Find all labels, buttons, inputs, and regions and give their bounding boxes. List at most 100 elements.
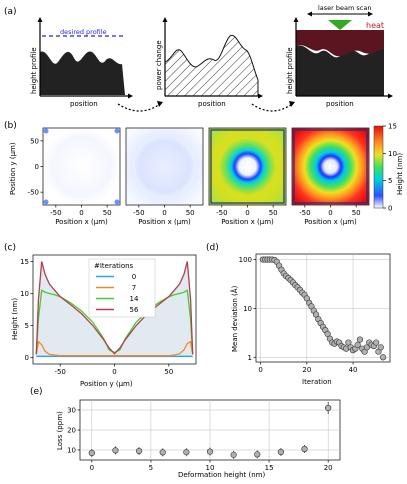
corner-spot xyxy=(43,199,49,205)
a1-height-profile-label: height profile xyxy=(30,47,38,94)
b-xlabel: Position x (μm) xyxy=(221,218,274,226)
scan-arrow-left xyxy=(307,11,312,17)
d-ylabel: Mean deviation (Å) xyxy=(230,285,239,352)
data-point xyxy=(135,447,143,455)
y-tick-label: 50 xyxy=(30,137,39,145)
d-xlabel: Iteration xyxy=(302,378,332,386)
x-tick-label: 40 xyxy=(349,366,358,374)
flow-arrow-1 xyxy=(117,103,161,112)
data-point xyxy=(301,445,308,453)
c-xlabel: Position y (μm) xyxy=(80,380,133,388)
panel-a-height-profile: desired profile position height profile xyxy=(30,17,133,108)
e-xlabel: Deformation height (nm) xyxy=(178,471,265,479)
y-tick-label: 100 xyxy=(239,256,252,264)
colorbar-tick-label: 10 xyxy=(388,150,397,158)
b-xlabel: Position x (μm) xyxy=(55,218,108,226)
colorbar-bar xyxy=(373,125,384,209)
scan-arrow-right xyxy=(368,11,373,17)
b-xlabel: Position x (μm) xyxy=(138,218,191,226)
legend-entry-7: 7 xyxy=(132,284,136,292)
a2-position-label: position xyxy=(198,100,226,108)
b-xlabel: Position x (μm) xyxy=(304,218,357,226)
x-tick-label: 50 xyxy=(164,368,173,376)
laser-beam-scan-label: laser beam scan xyxy=(318,4,371,12)
x-tick-label: 20 xyxy=(302,366,311,374)
central-spot xyxy=(132,134,197,199)
data-point xyxy=(159,449,166,456)
data-point xyxy=(183,449,190,456)
heatmap-border xyxy=(293,129,368,204)
line-chart: -50 0 50 0 5 10 15 #Iterations 0 7 14 56 xyxy=(20,254,197,376)
colorbar-tick-label: 15 xyxy=(388,123,397,131)
data-point xyxy=(88,449,95,457)
x-tick-label: -50 xyxy=(54,368,65,376)
a2-power-change-label: power change xyxy=(155,40,163,90)
corner-spot xyxy=(43,128,49,134)
x-tick-label: 0 xyxy=(162,209,166,217)
y-tick-label: 5 xyxy=(25,322,29,330)
x-tick-label: -50 xyxy=(133,209,144,217)
c-ylabel: Height (nm) xyxy=(11,298,19,340)
y-tick-label: 10 xyxy=(243,305,252,313)
colorbar-label: Height (nm) xyxy=(396,153,404,195)
a1-position-label: position xyxy=(70,100,98,108)
panel-a: (a) desired profile position height prof… xyxy=(4,4,393,112)
x-tick-label: 50 xyxy=(352,209,361,217)
legend-entry-14: 14 xyxy=(130,295,139,303)
desired-profile-label: desired profile xyxy=(60,28,107,36)
colorbar-tick-label: 0 xyxy=(388,205,392,213)
legend-entry-56: 56 xyxy=(130,306,139,314)
series-line-14 xyxy=(35,289,194,355)
scatter-chart-deviation: 0 20 40 1 10 100 xyxy=(239,253,391,374)
series-line-56 xyxy=(35,261,194,355)
panel-a-laser-scan: laser beam scan heat position height pro… xyxy=(286,4,393,108)
flow-arrow-2 xyxy=(251,103,293,112)
a3-x-arrow xyxy=(388,93,393,99)
a1-y-arrow xyxy=(37,17,43,22)
series-line-7 xyxy=(35,340,194,357)
legend-entry-0: 0 xyxy=(132,273,136,281)
y-tick-label: 10 xyxy=(20,290,29,298)
x-tick-label: 0 xyxy=(79,209,83,217)
x-tick-label: -50 xyxy=(299,209,310,217)
a3-height-profile-label: height profile xyxy=(286,47,294,94)
colorbar-tick-label: 5 xyxy=(388,177,392,185)
data-point xyxy=(277,448,285,456)
data-point xyxy=(112,447,119,454)
panel-a-power-change: position power change xyxy=(155,17,263,108)
data-point xyxy=(373,339,380,346)
a2-y-arrow xyxy=(162,17,168,22)
colorbar-ticks: 0 5 10 15 xyxy=(383,123,397,213)
heatmap-2 xyxy=(125,127,204,206)
y-tick-label: 30 xyxy=(67,407,76,415)
panel-e: (e) 0 5 10 15 20 10 20 30 Loss (ppm) Deformatio… xyxy=(30,387,341,479)
x-tick-label: 0 xyxy=(90,464,94,472)
x-tick-label: 15 xyxy=(265,464,274,472)
panel-label-d: (d) xyxy=(206,243,219,253)
y-tick-label: 0 xyxy=(35,163,39,171)
data-point xyxy=(254,451,261,458)
colorbar: 0 5 10 15 Height (nm) xyxy=(373,123,404,213)
panel-label-e: (e) xyxy=(30,387,43,397)
x-tick-label: 10 xyxy=(206,464,215,472)
desired-profile-area xyxy=(36,261,193,358)
x-tick-label: 50 xyxy=(186,209,195,217)
data-point xyxy=(206,448,214,455)
heatmap-3 xyxy=(208,127,287,206)
x-tick-label: 5 xyxy=(149,464,153,472)
data-point xyxy=(354,341,361,348)
corner-spot xyxy=(114,199,120,205)
heatmap-4 xyxy=(291,127,370,206)
height-profile-after-shape xyxy=(296,45,384,96)
x-tick-label: 0 xyxy=(328,209,332,217)
x-tick-label: -50 xyxy=(216,209,227,217)
flow-arrow-1-head xyxy=(157,101,163,107)
flow-arrow-2-head xyxy=(289,101,295,107)
heatmap-1 xyxy=(42,127,121,206)
power-change-shape xyxy=(164,34,259,97)
x-tick-label: 50 xyxy=(103,209,112,217)
heat-region xyxy=(296,30,384,57)
